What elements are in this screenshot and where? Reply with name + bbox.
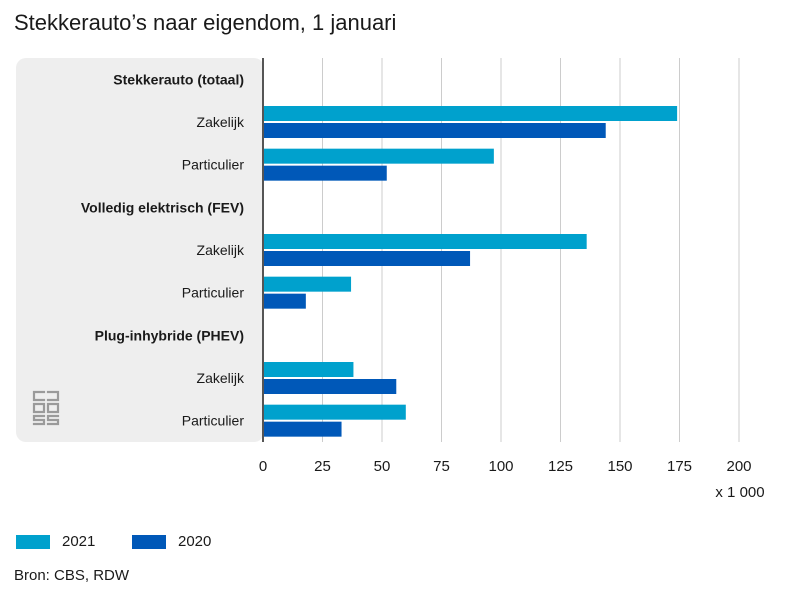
category-label: Particulier [182, 157, 245, 173]
x-tick-label: 200 [726, 458, 751, 475]
legend-item-2021: 2021 [16, 533, 95, 550]
bar-2021 [264, 404, 406, 420]
legend-swatch-2021 [16, 534, 50, 549]
gridlines [322, 58, 740, 442]
chart-title: Stekkerauto’s naar eigendom, 1 januari [14, 10, 397, 35]
x-tick-label: 50 [374, 458, 391, 475]
plot-panel [16, 58, 264, 442]
bar-2020 [264, 293, 306, 309]
bar-2021 [264, 148, 494, 164]
category-label: Zakelijk [197, 370, 245, 386]
category-heading-label: Plug-inhybride (PHEV) [95, 327, 244, 343]
bar-2020 [264, 123, 606, 138]
category-label: Zakelijk [197, 114, 245, 130]
legend-label-2020: 2020 [178, 533, 212, 550]
bar-2020 [264, 165, 387, 181]
bar-2021 [264, 276, 352, 292]
source-note: Bron: CBS, RDW [14, 567, 130, 584]
x-tick-label: 100 [488, 458, 513, 475]
legend-item-2020: 2020 [132, 533, 211, 550]
category-labels: Stekkerauto (totaal) Zakelijk Particulier V… [81, 71, 245, 428]
x-tick-labels: 0 25 50 75 100 125 150 175 200 [259, 458, 752, 475]
bar-2020 [264, 421, 342, 437]
x-tick-label: 75 [433, 458, 450, 475]
x-unit-label: x 1 000 [715, 484, 764, 501]
bar-2021 [264, 362, 354, 377]
x-tick-label: 150 [607, 458, 632, 475]
bars [264, 106, 678, 437]
bar-2020 [264, 251, 471, 266]
bar-2021 [264, 234, 587, 249]
x-tick-label: 0 [259, 458, 267, 475]
x-tick-label: 125 [548, 458, 573, 475]
category-label: Zakelijk [197, 242, 245, 258]
cbs-logo-icon [32, 390, 60, 426]
category-label: Particulier [182, 285, 245, 301]
category-heading-label: Stekkerauto (totaal) [113, 71, 244, 87]
legend-label-2021: 2021 [62, 533, 96, 550]
category-label: Particulier [182, 413, 245, 429]
bar-2021 [264, 106, 678, 121]
category-heading-label: Volledig elektrisch (FEV) [81, 199, 244, 215]
legend-swatch-2020 [132, 534, 166, 549]
x-tick-label: 175 [667, 458, 692, 475]
x-tick-label: 25 [314, 458, 331, 475]
bar-2020 [264, 379, 397, 394]
